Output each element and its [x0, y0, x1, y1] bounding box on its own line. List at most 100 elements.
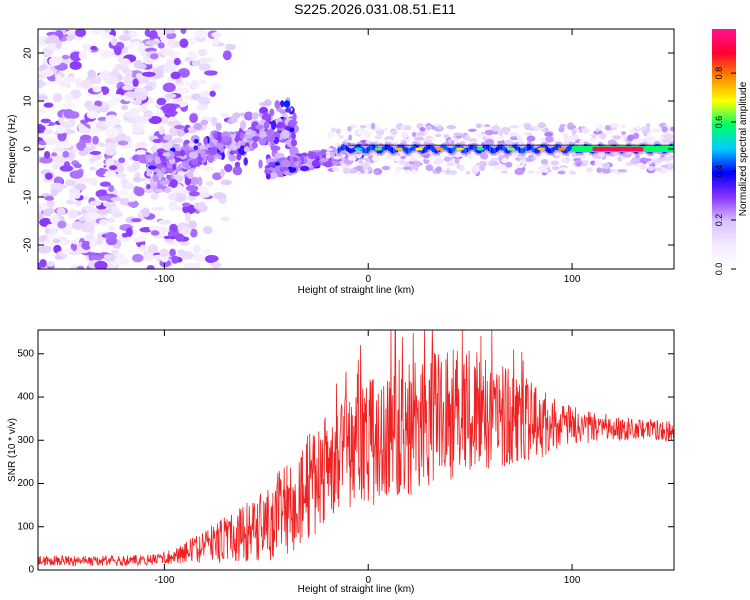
spectrogram-ridge [482, 145, 486, 152]
spectrogram-blob [169, 178, 178, 188]
spectrogram-blob [74, 183, 87, 191]
spectrogram-blob [661, 126, 668, 133]
spectrogram-ridge [345, 145, 349, 151]
spectrogram-blob [65, 179, 76, 186]
spectrogram-blob [359, 124, 367, 129]
spectrogram-blob [104, 231, 118, 240]
spectrogram-blob [492, 165, 503, 171]
spectrogram-blob [630, 128, 635, 135]
spectrogram-blob [105, 264, 117, 269]
spectrogram-ridge [344, 144, 348, 150]
spectrogram-blob [70, 242, 77, 252]
spectrogram-blob [89, 200, 102, 207]
spectrogram-blob [135, 72, 143, 79]
spectrogram-blob [38, 95, 48, 101]
spectrogram-blob [160, 47, 173, 57]
spectrogram-blob [215, 122, 222, 131]
spectrogram-ridge [536, 147, 540, 154]
spectrogram-ridge [546, 146, 550, 153]
spectrogram-ridge [557, 144, 561, 151]
spectrogram-blob [92, 85, 102, 93]
spectrogram-blob [209, 142, 215, 149]
spectrogram-blob [456, 163, 462, 169]
spectrogram-blob [149, 184, 158, 189]
spectrogram-blob [106, 99, 118, 108]
snr-frame [37, 329, 675, 571]
spectrogram-blob [505, 161, 513, 168]
spectrogram-blob [212, 36, 220, 46]
spectrogram-ridge [548, 147, 552, 154]
spectrogram-blob [172, 150, 183, 157]
spectrogram-blob [66, 34, 74, 41]
spectrogram-ridge [551, 147, 555, 154]
spectrogram-ridge [433, 147, 437, 154]
spectrogram-blob [128, 30, 138, 38]
spectrogram-blob [92, 135, 99, 145]
spectrogram-blob [425, 139, 433, 143]
spectrogram-blob [115, 173, 127, 178]
spectrogram-blob [185, 185, 199, 192]
spectrogram-blob [292, 112, 297, 122]
spectrogram-blob [211, 32, 222, 38]
spectrogram-blob [110, 197, 122, 202]
spectrogram-blob [347, 155, 357, 161]
spectrogram-blob [132, 124, 145, 134]
spectrogram-blob [208, 147, 218, 156]
spectrogram-blob [523, 132, 534, 136]
spectrogram-blob [89, 255, 104, 261]
spectrogram-blob [251, 112, 259, 120]
spectrogram-blob [40, 118, 51, 124]
spectrogram-blob [103, 254, 112, 259]
spectrogram-blob [43, 208, 57, 214]
spectrogram-blob [251, 141, 258, 149]
spectrogram-ridge [525, 146, 529, 152]
spectrogram-blob [184, 57, 193, 62]
spectrogram-blob [311, 159, 321, 168]
spectrogram-blob [646, 123, 651, 128]
spectrogram-blob [544, 132, 554, 137]
spectrogram-blob [264, 99, 272, 107]
spectrogram-blob [210, 82, 222, 92]
colorbar-label: Normalized spectral amplitude [738, 81, 749, 216]
snr-series-line [37, 329, 675, 567]
spectrogram-blob [202, 226, 213, 235]
spectrogram-blob [49, 215, 61, 225]
spectrogram-blob [612, 135, 621, 140]
spectrogram-ridge [490, 147, 494, 154]
spectrogram-blob [52, 93, 63, 103]
spectrogram-ridge [404, 146, 408, 153]
spectrogram-ridge [502, 145, 506, 151]
spectrogram-blob [107, 224, 115, 232]
spectrogram-blob [130, 122, 140, 127]
spectrogram-ridge [350, 148, 354, 154]
spectrogram-blob [571, 134, 579, 141]
spectrogram-blob [271, 120, 277, 130]
spectrogram-blob [564, 136, 573, 143]
spectrogram-blob [99, 181, 112, 187]
spectrogram-blob [245, 129, 252, 136]
spectrogram-ridge [399, 144, 403, 150]
spectrogram-ridge [556, 144, 560, 151]
spectrogram-blob [38, 241, 42, 248]
spectrogram-ridge [370, 144, 374, 151]
spectrogram-blob [342, 167, 351, 174]
spectrogram-blob [55, 126, 66, 134]
spectrogram-blob [576, 162, 582, 167]
spectrogram-blob [163, 235, 177, 240]
spectrogram-blob [131, 99, 142, 106]
spectrogram-blob [449, 169, 457, 176]
spectrogram-blob [643, 158, 652, 162]
spectrogram-blob [76, 141, 87, 151]
spectrogram-blob [243, 111, 254, 121]
spectrogram-blob [67, 223, 74, 232]
spectrogram-ridge [380, 147, 384, 154]
spectrogram-blob [221, 136, 231, 142]
spectrogram-ridge [362, 146, 366, 153]
spectrogram-blob [46, 34, 60, 44]
spectrogram-blob [58, 141, 72, 149]
spectrogram-blob [191, 60, 201, 67]
spectrogram-blob [69, 170, 84, 179]
spectrogram-blob [371, 155, 379, 162]
spectrogram-blob [491, 160, 500, 167]
spectrogram-blob [198, 96, 211, 106]
